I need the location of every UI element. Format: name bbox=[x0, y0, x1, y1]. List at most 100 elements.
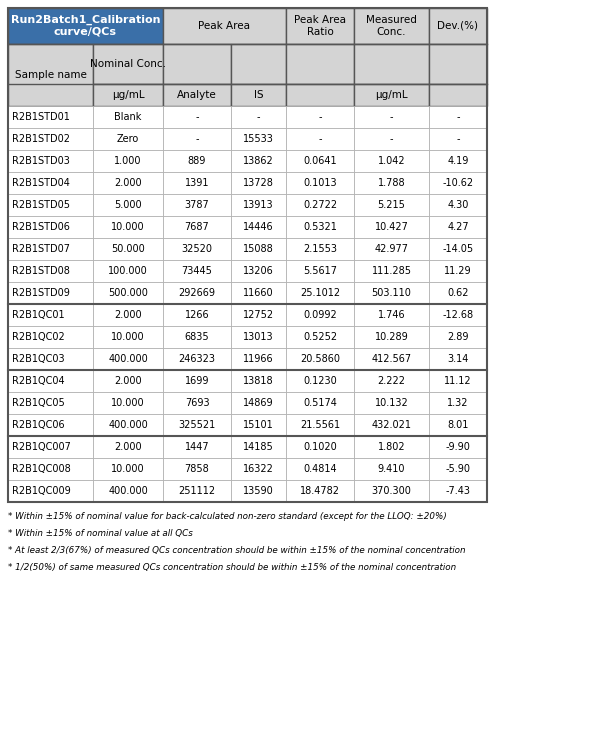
Text: 3.14: 3.14 bbox=[447, 354, 469, 364]
Text: R2B1STD01: R2B1STD01 bbox=[12, 112, 70, 122]
Bar bbox=[354, 282, 429, 304]
Bar bbox=[354, 414, 429, 436]
Bar bbox=[93, 480, 163, 502]
Text: 1.746: 1.746 bbox=[378, 310, 405, 320]
Text: Analyte: Analyte bbox=[177, 90, 217, 100]
Bar bbox=[8, 172, 93, 194]
Text: 0.0992: 0.0992 bbox=[303, 310, 337, 320]
Bar bbox=[286, 84, 354, 106]
Text: 1447: 1447 bbox=[185, 442, 209, 452]
Text: 7858: 7858 bbox=[184, 464, 209, 474]
Text: 18.4782: 18.4782 bbox=[300, 486, 340, 496]
Bar bbox=[163, 238, 231, 260]
Bar bbox=[163, 480, 231, 502]
Bar bbox=[429, 84, 487, 106]
Bar bbox=[354, 194, 429, 216]
Text: 500.000: 500.000 bbox=[108, 288, 148, 298]
Text: -: - bbox=[456, 112, 460, 122]
Bar bbox=[286, 172, 354, 194]
Text: 292669: 292669 bbox=[178, 288, 216, 298]
Text: 400.000: 400.000 bbox=[108, 354, 148, 364]
Bar bbox=[8, 480, 93, 502]
Text: R2B1STD05: R2B1STD05 bbox=[12, 200, 70, 210]
Bar bbox=[354, 392, 429, 414]
Bar bbox=[286, 150, 354, 172]
Text: -: - bbox=[318, 134, 322, 144]
Text: 0.0641: 0.0641 bbox=[303, 156, 337, 166]
Text: 4.19: 4.19 bbox=[447, 156, 469, 166]
Text: 7687: 7687 bbox=[184, 222, 209, 232]
Text: 2.222: 2.222 bbox=[378, 376, 405, 386]
Text: 5.5617: 5.5617 bbox=[303, 266, 337, 276]
Text: Zero: Zero bbox=[117, 134, 139, 144]
Text: -: - bbox=[195, 112, 198, 122]
Text: 3787: 3787 bbox=[184, 200, 209, 210]
Bar bbox=[354, 8, 429, 44]
Bar bbox=[354, 436, 429, 458]
Text: 13818: 13818 bbox=[243, 376, 274, 386]
Bar bbox=[93, 282, 163, 304]
Text: 246323: 246323 bbox=[178, 354, 216, 364]
Bar bbox=[93, 172, 163, 194]
Bar bbox=[286, 128, 354, 150]
Text: R2B1QC05: R2B1QC05 bbox=[12, 398, 65, 408]
Bar bbox=[163, 260, 231, 282]
Text: 2.000: 2.000 bbox=[114, 376, 142, 386]
Text: 5.215: 5.215 bbox=[378, 200, 405, 210]
Bar bbox=[429, 282, 487, 304]
Bar bbox=[429, 238, 487, 260]
Text: -14.05: -14.05 bbox=[442, 244, 474, 254]
Bar bbox=[354, 238, 429, 260]
Bar bbox=[163, 128, 231, 150]
Bar bbox=[286, 480, 354, 502]
Text: 2.000: 2.000 bbox=[114, 178, 142, 188]
Bar bbox=[8, 370, 93, 392]
Bar bbox=[231, 128, 286, 150]
Bar bbox=[354, 44, 429, 84]
Bar bbox=[8, 106, 93, 128]
Text: 0.2722: 0.2722 bbox=[303, 200, 337, 210]
Text: 11660: 11660 bbox=[243, 288, 274, 298]
Bar bbox=[231, 348, 286, 370]
Bar bbox=[354, 480, 429, 502]
Bar bbox=[8, 282, 93, 304]
Bar bbox=[286, 238, 354, 260]
Text: -10.62: -10.62 bbox=[442, 178, 474, 188]
Bar bbox=[163, 414, 231, 436]
Text: 10.289: 10.289 bbox=[375, 332, 408, 342]
Bar bbox=[163, 436, 231, 458]
Bar bbox=[8, 128, 93, 150]
Bar bbox=[429, 414, 487, 436]
Text: 400.000: 400.000 bbox=[108, 486, 148, 496]
Bar bbox=[286, 106, 354, 128]
Bar bbox=[8, 260, 93, 282]
Text: 2.89: 2.89 bbox=[447, 332, 469, 342]
Text: 370.300: 370.300 bbox=[372, 486, 412, 496]
Bar bbox=[286, 8, 354, 44]
Text: IS: IS bbox=[254, 90, 263, 100]
Bar bbox=[231, 150, 286, 172]
Text: 0.4814: 0.4814 bbox=[303, 464, 337, 474]
Bar bbox=[93, 304, 163, 326]
Bar bbox=[286, 194, 354, 216]
Bar bbox=[429, 216, 487, 238]
Bar bbox=[429, 458, 487, 480]
Bar bbox=[286, 348, 354, 370]
Bar bbox=[354, 260, 429, 282]
Text: 1.000: 1.000 bbox=[114, 156, 142, 166]
Text: 1.802: 1.802 bbox=[378, 442, 405, 452]
Bar bbox=[93, 238, 163, 260]
Text: 14185: 14185 bbox=[243, 442, 274, 452]
Text: 13728: 13728 bbox=[243, 178, 274, 188]
Text: 14869: 14869 bbox=[243, 398, 274, 408]
Bar bbox=[354, 106, 429, 128]
Text: Nominal Conc.: Nominal Conc. bbox=[90, 59, 166, 69]
Bar bbox=[429, 304, 487, 326]
Bar bbox=[163, 370, 231, 392]
Text: μg/mL: μg/mL bbox=[112, 90, 144, 100]
Bar bbox=[286, 260, 354, 282]
Text: 13862: 13862 bbox=[243, 156, 274, 166]
Text: -: - bbox=[390, 112, 393, 122]
Text: 0.1013: 0.1013 bbox=[303, 178, 337, 188]
Text: 100.000: 100.000 bbox=[108, 266, 148, 276]
